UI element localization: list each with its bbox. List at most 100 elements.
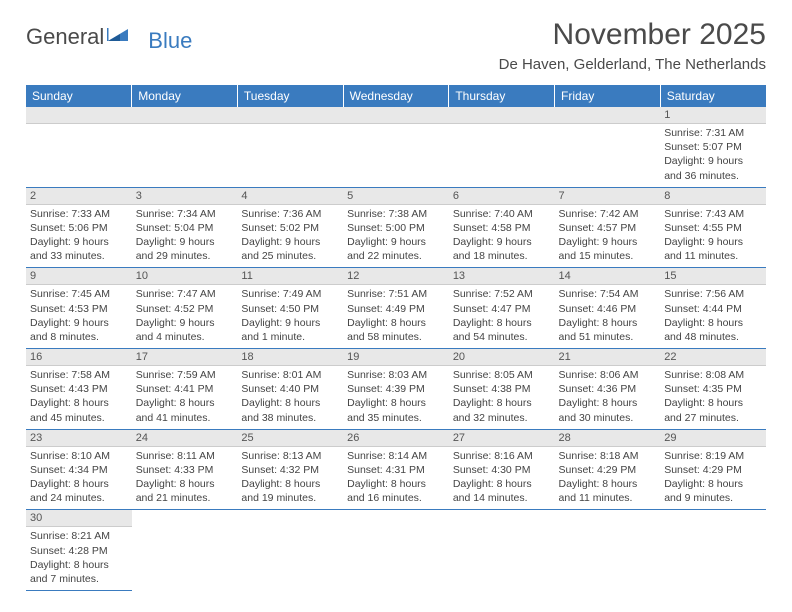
day-content-cell: Sunrise: 7:31 AMSunset: 5:07 PMDaylight:… [660, 124, 766, 188]
daylight-text-2: and 51 minutes. [559, 330, 657, 344]
daylight-text-1: Daylight: 8 hours [559, 396, 657, 410]
day-content-cell: Sunrise: 7:58 AMSunset: 4:43 PMDaylight:… [26, 366, 132, 430]
day-number-cell [555, 107, 661, 124]
sunrise-text: Sunrise: 7:31 AM [664, 126, 762, 140]
day-content-cell [132, 527, 238, 591]
day-number-cell: 18 [237, 349, 343, 366]
daynum-row: 2345678 [26, 187, 766, 204]
daylight-text-2: and 1 minute. [241, 330, 339, 344]
sunrise-text: Sunrise: 7:56 AM [664, 287, 762, 301]
day-content-cell [132, 124, 238, 188]
daylight-text-1: Daylight: 9 hours [136, 235, 234, 249]
daycontent-row: Sunrise: 7:31 AMSunset: 5:07 PMDaylight:… [26, 124, 766, 188]
weekday-header: Sunday [26, 85, 132, 107]
day-number-cell: 28 [555, 429, 661, 446]
daylight-text-1: Daylight: 8 hours [453, 316, 551, 330]
day-number-cell: 24 [132, 429, 238, 446]
month-title: November 2025 [499, 18, 766, 52]
day-number-cell: 5 [343, 187, 449, 204]
sunset-text: Sunset: 4:46 PM [559, 302, 657, 316]
weekday-header: Friday [555, 85, 661, 107]
daylight-text-2: and 30 minutes. [559, 411, 657, 425]
daylight-text-2: and 41 minutes. [136, 411, 234, 425]
day-content-cell: Sunrise: 8:19 AMSunset: 4:29 PMDaylight:… [660, 446, 766, 510]
day-content-cell [449, 527, 555, 591]
day-content-cell: Sunrise: 7:34 AMSunset: 5:04 PMDaylight:… [132, 204, 238, 268]
daynum-row: 1 [26, 107, 766, 124]
sunrise-text: Sunrise: 8:01 AM [241, 368, 339, 382]
daylight-text-1: Daylight: 9 hours [347, 235, 445, 249]
daylight-text-2: and 16 minutes. [347, 491, 445, 505]
daylight-text-2: and 35 minutes. [347, 411, 445, 425]
day-content-cell: Sunrise: 8:13 AMSunset: 4:32 PMDaylight:… [237, 446, 343, 510]
title-block: November 2025 De Haven, Gelderland, The … [499, 18, 766, 73]
daylight-text-1: Daylight: 9 hours [664, 154, 762, 168]
sunset-text: Sunset: 4:49 PM [347, 302, 445, 316]
day-content-cell [237, 124, 343, 188]
sunrise-text: Sunrise: 7:58 AM [30, 368, 128, 382]
day-number-cell: 16 [26, 349, 132, 366]
sunrise-text: Sunrise: 8:03 AM [347, 368, 445, 382]
day-content-cell: Sunrise: 8:01 AMSunset: 4:40 PMDaylight:… [237, 366, 343, 430]
daylight-text-1: Daylight: 9 hours [559, 235, 657, 249]
daylight-text-2: and 21 minutes. [136, 491, 234, 505]
day-number-cell [26, 107, 132, 124]
day-number-cell: 13 [449, 268, 555, 285]
daycontent-row: Sunrise: 7:45 AMSunset: 4:53 PMDaylight:… [26, 285, 766, 349]
daylight-text-2: and 8 minutes. [30, 330, 128, 344]
sunrise-text: Sunrise: 7:49 AM [241, 287, 339, 301]
daylight-text-2: and 18 minutes. [453, 249, 551, 263]
daylight-text-1: Daylight: 8 hours [30, 396, 128, 410]
daylight-text-1: Daylight: 9 hours [453, 235, 551, 249]
day-content-cell: Sunrise: 8:16 AMSunset: 4:30 PMDaylight:… [449, 446, 555, 510]
sunrise-text: Sunrise: 7:33 AM [30, 207, 128, 221]
sunrise-text: Sunrise: 7:45 AM [30, 287, 128, 301]
sunset-text: Sunset: 4:44 PM [664, 302, 762, 316]
day-number-cell: 25 [237, 429, 343, 446]
daycontent-row: Sunrise: 8:10 AMSunset: 4:34 PM Daylight:… [26, 446, 766, 510]
day-content-cell: Sunrise: 7:38 AMSunset: 5:00 PMDaylight:… [343, 204, 449, 268]
header: General Blue November 2025 De Haven, Gel… [26, 18, 766, 73]
day-number-cell: 4 [237, 187, 343, 204]
sunrise-text: Sunrise: 7:52 AM [453, 287, 551, 301]
sunrise-text: Sunrise: 7:38 AM [347, 207, 445, 221]
sunrise-text: Sunrise: 8:10 AM [30, 449, 128, 463]
sunrise-text: Sunrise: 8:19 AM [664, 449, 762, 463]
daylight-text-2: and 14 minutes. [453, 491, 551, 505]
daylight-text-2: and 24 minutes. [30, 491, 128, 505]
sunrise-text: Sunrise: 7:47 AM [136, 287, 234, 301]
sunset-text: Sunset: 4:58 PM [453, 221, 551, 235]
daylight-text-2: and 4 minutes. [136, 330, 234, 344]
day-content-cell: Sunrise: 7:52 AMSunset: 4:47 PMDaylight:… [449, 285, 555, 349]
day-number-cell [555, 510, 661, 527]
daylight-text-2: and 45 minutes. [30, 411, 128, 425]
sunset-text: Sunset: 4:29 PM [559, 463, 657, 477]
daylight-text-1: Daylight: 8 hours [664, 477, 762, 491]
daylight-text-1: Daylight: 8 hours [241, 396, 339, 410]
day-content-cell: Sunrise: 7:33 AMSunset: 5:06 PMDaylight:… [26, 204, 132, 268]
flag-icon [106, 26, 130, 49]
day-number-cell: 15 [660, 268, 766, 285]
day-content-cell [237, 527, 343, 591]
daycontent-row: Sunrise: 8:21 AMSunset: 4:28 PMDaylight:… [26, 527, 766, 591]
day-number-cell: 6 [449, 187, 555, 204]
day-number-cell: 23 [26, 429, 132, 446]
daylight-text-2: and 29 minutes. [136, 249, 234, 263]
day-number-cell [660, 510, 766, 527]
day-number-cell: 14 [555, 268, 661, 285]
day-number-cell: 3 [132, 187, 238, 204]
calendar-table: Sunday Monday Tuesday Wednesday Thursday… [26, 85, 766, 591]
day-content-cell: Sunrise: 7:42 AMSunset: 4:57 PMDaylight:… [555, 204, 661, 268]
daylight-text-1: Daylight: 9 hours [136, 316, 234, 330]
daylight-text-1: Daylight: 8 hours [347, 477, 445, 491]
sunset-text: Sunset: 4:32 PM [241, 463, 339, 477]
sunset-text: Sunset: 4:43 PM [30, 382, 128, 396]
day-content-cell: Sunrise: 8:21 AMSunset: 4:28 PMDaylight:… [26, 527, 132, 591]
sunrise-text: Sunrise: 7:43 AM [664, 207, 762, 221]
day-content-cell [449, 124, 555, 188]
day-number-cell [449, 510, 555, 527]
sunset-text: Sunset: 4:34 PM [30, 463, 128, 477]
sunrise-text: Sunrise: 8:16 AM [453, 449, 551, 463]
daylight-text-1: Daylight: 9 hours [664, 235, 762, 249]
day-content-cell: Sunrise: 8:06 AMSunset: 4:36 PMDaylight:… [555, 366, 661, 430]
